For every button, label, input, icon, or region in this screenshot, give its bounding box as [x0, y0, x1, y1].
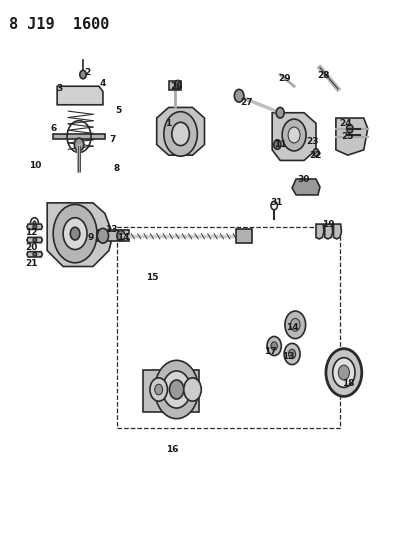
Circle shape [282, 119, 306, 151]
Text: 10: 10 [29, 161, 41, 170]
Text: 13: 13 [105, 225, 117, 234]
Polygon shape [325, 224, 333, 239]
Circle shape [290, 318, 300, 331]
Circle shape [33, 221, 36, 225]
Circle shape [174, 80, 181, 89]
Circle shape [74, 138, 84, 151]
Polygon shape [334, 224, 342, 239]
Circle shape [234, 90, 244, 102]
Text: 20: 20 [25, 244, 37, 253]
Text: 6: 6 [50, 124, 56, 133]
Text: 9: 9 [88, 233, 94, 242]
Circle shape [150, 378, 168, 401]
Circle shape [271, 342, 277, 350]
Text: 16: 16 [166, 445, 179, 454]
Text: 2: 2 [84, 68, 90, 77]
Polygon shape [292, 179, 320, 195]
Polygon shape [27, 252, 43, 257]
Circle shape [284, 343, 300, 365]
Text: 4: 4 [100, 79, 106, 88]
Text: 27: 27 [240, 98, 253, 107]
Bar [143, 370, 198, 413]
Text: 14: 14 [286, 323, 298, 332]
Text: 8 J19  1600: 8 J19 1600 [9, 17, 110, 33]
Bar [117, 227, 340, 428]
Polygon shape [27, 224, 43, 229]
Text: 23: 23 [306, 138, 318, 147]
Text: 24: 24 [340, 119, 352, 128]
Bar [236, 229, 252, 243]
Polygon shape [57, 86, 103, 105]
Bar [169, 81, 180, 91]
Text: 14: 14 [117, 233, 129, 242]
Text: 28: 28 [318, 71, 330, 80]
Circle shape [338, 365, 349, 380]
Text: 17: 17 [264, 347, 277, 356]
Circle shape [33, 224, 36, 229]
Circle shape [155, 360, 198, 419]
Text: 12: 12 [25, 228, 38, 237]
Text: 29: 29 [278, 74, 290, 83]
Circle shape [313, 149, 319, 156]
Circle shape [163, 371, 190, 408]
Text: 25: 25 [342, 132, 354, 141]
Text: 5: 5 [116, 106, 122, 115]
Polygon shape [27, 237, 43, 243]
Text: 7: 7 [110, 135, 116, 144]
Text: 21: 21 [25, 260, 38, 268]
Circle shape [172, 122, 189, 146]
Circle shape [164, 112, 197, 156]
Circle shape [97, 228, 109, 243]
Circle shape [170, 380, 184, 399]
Circle shape [346, 124, 353, 133]
Polygon shape [316, 224, 324, 239]
Text: 22: 22 [310, 151, 322, 160]
Circle shape [285, 311, 306, 338]
Text: 31: 31 [270, 198, 282, 207]
Circle shape [70, 227, 80, 240]
Circle shape [184, 378, 201, 401]
Circle shape [63, 217, 87, 249]
Text: 30: 30 [298, 174, 310, 183]
Circle shape [333, 358, 355, 387]
Polygon shape [47, 203, 113, 266]
Text: 1: 1 [166, 119, 172, 128]
Text: 18: 18 [342, 378, 354, 387]
Circle shape [288, 127, 300, 143]
Text: 26: 26 [170, 82, 183, 91]
Text: 3: 3 [56, 84, 62, 93]
Bar [97, 230, 129, 241]
Text: 8: 8 [114, 164, 120, 173]
Polygon shape [336, 118, 368, 155]
Text: 15: 15 [146, 272, 159, 281]
Circle shape [276, 108, 284, 118]
Text: 13: 13 [282, 352, 294, 361]
Polygon shape [157, 108, 205, 155]
Circle shape [326, 349, 362, 397]
Circle shape [80, 70, 86, 79]
Circle shape [33, 252, 36, 256]
Text: 19: 19 [322, 220, 334, 229]
Circle shape [274, 140, 281, 149]
Polygon shape [53, 134, 105, 139]
Polygon shape [272, 113, 316, 160]
Circle shape [33, 238, 36, 242]
Circle shape [155, 384, 163, 395]
Circle shape [117, 230, 125, 241]
Circle shape [53, 205, 97, 263]
Circle shape [288, 349, 296, 359]
Text: 11: 11 [274, 140, 286, 149]
Circle shape [267, 336, 282, 356]
